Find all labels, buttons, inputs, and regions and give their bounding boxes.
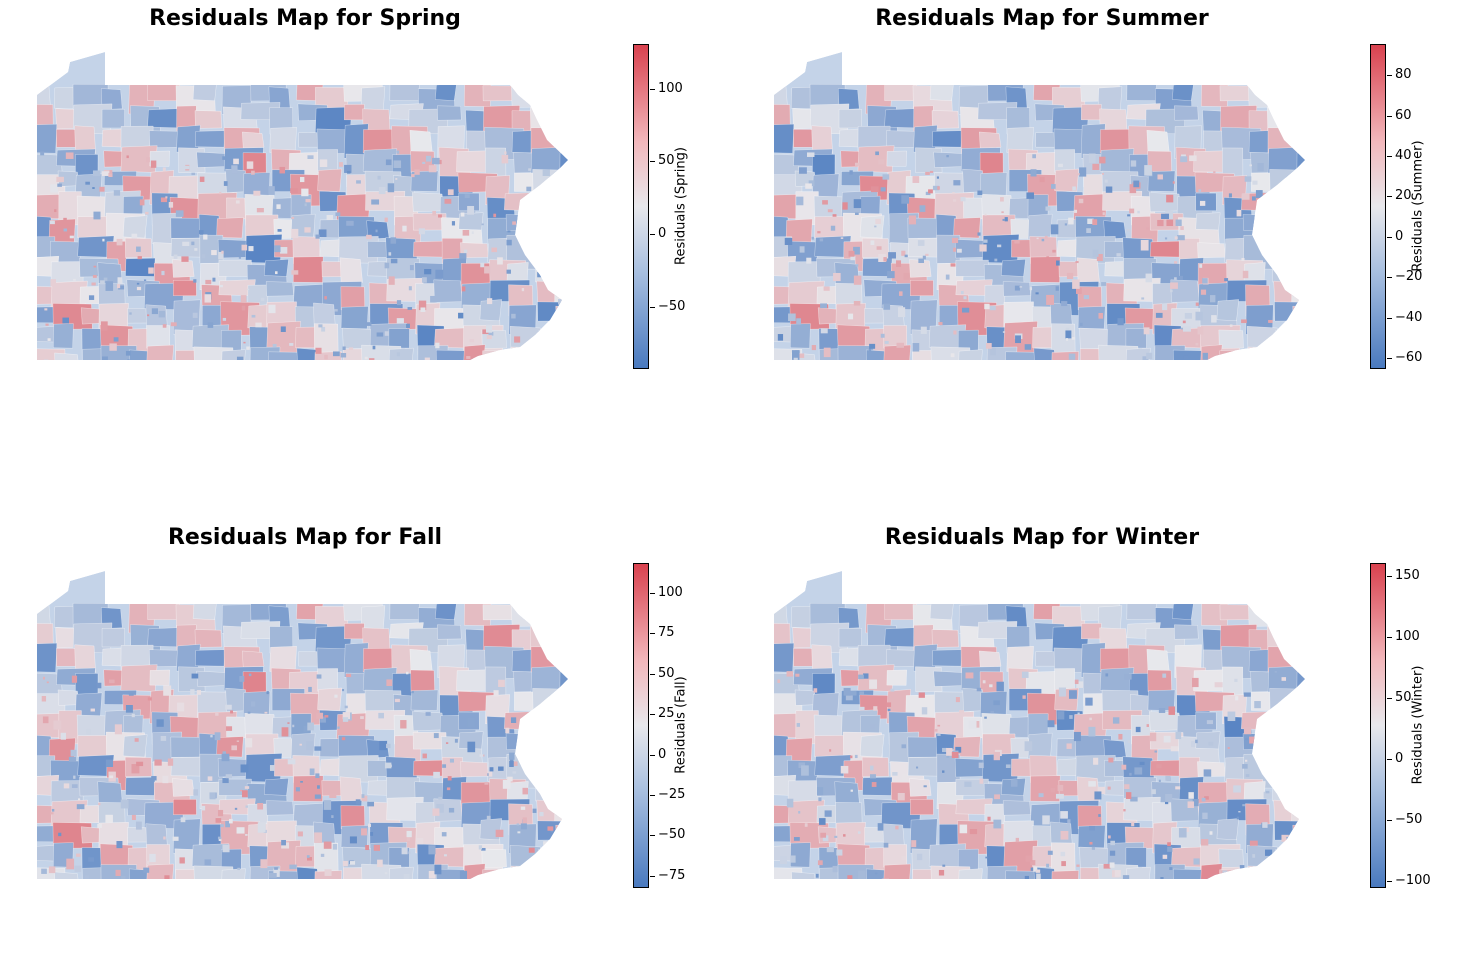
colorbar-tick — [650, 88, 655, 90]
colorbar-tick-label: 40 — [1395, 148, 1412, 164]
colorbar-tick-label: −60 — [1395, 349, 1423, 365]
residuals-map — [774, 52, 1305, 360]
colorbar-tick-label: 0 — [658, 746, 667, 762]
panel-spring: Residuals Map for Spring 100 50 0 −50 Resid… — [0, 0, 731, 453]
colorbar-tick — [1387, 156, 1392, 158]
panel-winter: Residuals Map for Winter 150 100 50 0 −50 −10… — [737, 519, 1463, 972]
colorbar: 100 50 0 −50 — [633, 44, 685, 369]
colorbar-tick — [1387, 759, 1392, 761]
map-regions — [774, 571, 1305, 879]
colorbar-tick — [650, 754, 655, 756]
colorbar-tick — [1387, 277, 1392, 279]
colorbar-tick-label: 100 — [1395, 629, 1420, 645]
colorbar-tick-label: −75 — [658, 867, 686, 883]
colorbar-tick — [1387, 698, 1392, 700]
colorbar-tick — [650, 835, 655, 837]
colorbar-tick-label: −50 — [658, 827, 686, 843]
colorbar-tick-label: 25 — [658, 706, 675, 722]
colorbar-tick-label: 80 — [1395, 67, 1412, 83]
colorbar-tick — [650, 593, 655, 595]
colorbar-tick — [650, 161, 655, 163]
colorbar-tick — [650, 714, 655, 716]
panel-fall: Residuals Map for Fall 100 75 50 25 0 −25 −50 −… — [0, 519, 731, 972]
colorbar-tick-label: 100 — [658, 585, 683, 601]
colorbar: 80 60 40 20 0 −20 −40 −60 — [1370, 44, 1422, 369]
colorbar-label: Residuals (Fall) — [673, 676, 689, 774]
colorbar-tick — [650, 306, 655, 308]
colorbar-tick-label: 0 — [1395, 228, 1404, 244]
colorbar-tick-label: 50 — [1395, 690, 1412, 706]
colorbar-tick — [1387, 637, 1392, 639]
colorbar-tick-label: −20 — [1395, 269, 1423, 285]
colorbar-tick — [1387, 357, 1392, 359]
colorbar-tick — [1387, 317, 1392, 319]
colorbar-tick — [650, 633, 655, 635]
colorbar-tick — [1387, 75, 1392, 77]
colorbar-tick — [650, 875, 655, 877]
colorbar-tick — [1387, 880, 1392, 882]
colorbar-label: Residuals (Summer) — [1410, 140, 1426, 272]
colorbar-label: Residuals (Winter) — [1410, 665, 1426, 785]
colorbar-tick — [1387, 236, 1392, 238]
colorbar-tick — [1387, 819, 1392, 821]
colorbar-tick — [650, 673, 655, 675]
map-regions — [774, 52, 1305, 360]
colorbar-tick-label: −40 — [1395, 309, 1423, 325]
panel-title: Residuals Map for Summer — [875, 6, 1209, 31]
panel-title: Residuals Map for Spring — [149, 6, 461, 31]
panel-title: Residuals Map for Winter — [884, 525, 1200, 550]
panel-title: Residuals Map for Fall — [167, 525, 443, 550]
map-regions — [37, 571, 568, 879]
colorbar-tick-label: 100 — [658, 80, 683, 96]
colorbar-label: Residuals (Spring) — [673, 147, 689, 265]
colorbar-tick — [1387, 115, 1392, 117]
colorbar-tick-label: −25 — [658, 786, 686, 802]
colorbar: 150 100 50 0 −50 −100 — [1370, 563, 1431, 888]
colorbar: 100 75 50 25 0 −25 −50 −75 — [633, 563, 685, 888]
colorbar-tick-label: 150 — [1395, 568, 1420, 584]
colorbar-tick-label: 60 — [1395, 107, 1412, 123]
residuals-map — [37, 52, 568, 360]
panel-summer: Residuals Map for Summer 80 60 40 20 0 −20 −40… — [737, 0, 1463, 453]
map-regions — [37, 52, 568, 360]
colorbar-tick-label: 50 — [658, 665, 675, 681]
colorbar-tick-label: 20 — [1395, 188, 1412, 204]
colorbar-tick-label: −50 — [1395, 811, 1423, 827]
colorbar-tick — [1387, 196, 1392, 198]
colorbar-tick-label: 50 — [658, 153, 675, 169]
colorbar-tick-label: −100 — [1395, 872, 1431, 888]
residuals-map — [774, 571, 1305, 879]
colorbar-tick-label: 0 — [1395, 751, 1404, 767]
colorbar-tick — [650, 794, 655, 796]
colorbar-tick — [1387, 576, 1392, 578]
colorbar-tick-label: 75 — [658, 625, 675, 641]
colorbar-tick — [650, 234, 655, 236]
colorbar-tick-label: 0 — [658, 226, 667, 242]
colorbar-tick-label: −50 — [658, 298, 686, 314]
residuals-map — [37, 571, 568, 879]
